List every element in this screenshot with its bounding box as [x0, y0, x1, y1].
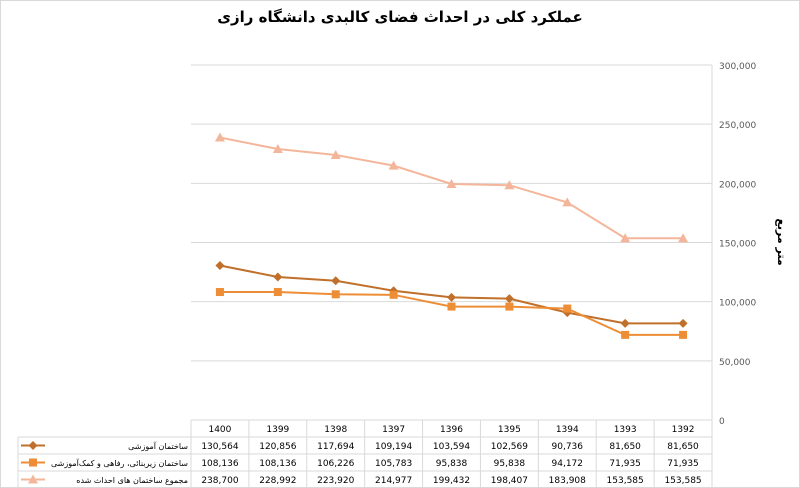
data-label: 81,650 — [667, 442, 699, 452]
x-tick-label: 1392 — [672, 425, 695, 435]
legend-label: ساختمان آموزشی — [128, 441, 188, 451]
data-label: 130,564 — [201, 442, 238, 452]
x-tick-label: 1395 — [498, 425, 521, 435]
data-label: 108,136 — [259, 459, 296, 469]
data-point — [272, 144, 283, 154]
data-label: 238,700 — [201, 476, 238, 486]
x-tick-label: 1393 — [614, 425, 637, 435]
y-tick-label: 300,000 — [719, 62, 756, 72]
data-label: 81,650 — [609, 442, 641, 452]
data-label: 103,594 — [433, 442, 470, 452]
x-tick-label: 1394 — [556, 425, 579, 435]
series-2 — [215, 288, 688, 339]
y-axis-title: متر مربع — [775, 218, 788, 265]
data-label: 153,585 — [607, 476, 644, 486]
legend-marker — [28, 474, 38, 484]
data-point — [678, 318, 688, 328]
data-point — [388, 160, 399, 170]
data-label: 120,856 — [259, 442, 296, 452]
y-tick-label: 200,000 — [719, 180, 756, 190]
data-point — [678, 233, 689, 243]
legend-marker — [29, 458, 37, 467]
data-point — [504, 294, 514, 304]
y-tick-label: 0 — [719, 417, 725, 427]
data-point — [620, 233, 631, 243]
data-label: 199,432 — [433, 476, 470, 486]
data-label: 228,992 — [259, 476, 296, 486]
data-label: 109,194 — [375, 442, 412, 452]
legend-marker — [28, 441, 38, 450]
data-point — [389, 290, 398, 299]
data-label: 117,694 — [317, 442, 354, 452]
data-point — [505, 302, 514, 311]
data-label: 71,935 — [609, 459, 641, 469]
data-label: 106,226 — [317, 459, 354, 469]
data-point — [331, 276, 341, 286]
data-point — [330, 150, 341, 160]
data-label: 108,136 — [201, 459, 238, 469]
data-label: 105,783 — [375, 459, 412, 469]
data-point — [621, 330, 630, 339]
data-label: 90,736 — [552, 442, 584, 452]
y-tick-label: 150,000 — [719, 240, 756, 250]
data-point — [679, 330, 688, 339]
data-point — [273, 272, 283, 282]
legend-label: ساختمان زیربنائی، رفاهی و کمک‌آموزشی — [51, 458, 188, 468]
x-tick-label: 1398 — [324, 425, 347, 435]
data-point — [446, 179, 457, 189]
y-tick-label: 250,000 — [719, 121, 756, 131]
data-point — [214, 132, 225, 142]
data-label: 102,569 — [491, 442, 528, 452]
series-1 — [215, 260, 688, 328]
x-tick-label: 1399 — [266, 425, 289, 435]
x-tick-label: 1400 — [208, 425, 231, 435]
y-tick-label: 50,000 — [719, 358, 751, 368]
data-label: 214,977 — [375, 476, 412, 486]
data-point — [562, 197, 573, 207]
data-point — [447, 292, 456, 302]
data-label: 223,920 — [317, 476, 354, 486]
chart-title: عملکرد کلی در احداث فضای کالبدی دانشگاه … — [217, 8, 583, 26]
series-3 — [214, 132, 689, 243]
legend-label: مجموع ساختمان های احداث شده — [76, 476, 188, 485]
data-point — [215, 288, 224, 297]
data-label: 183,908 — [549, 476, 586, 486]
data-point — [331, 290, 340, 299]
data-point — [273, 288, 282, 297]
data-label: 153,585 — [664, 476, 701, 486]
data-point — [563, 304, 572, 313]
data-label: 94,172 — [552, 459, 584, 469]
x-tick-label: 1397 — [382, 425, 405, 435]
data-point — [504, 180, 515, 190]
data-label: 198,407 — [491, 476, 528, 486]
x-tick-label: 1396 — [440, 425, 463, 435]
data-point — [447, 302, 456, 311]
data-point — [620, 318, 630, 328]
data-label: 95,838 — [436, 459, 468, 469]
data-label: 71,935 — [667, 459, 699, 469]
data-point — [215, 260, 225, 270]
y-tick-label: 100,000 — [719, 299, 756, 309]
data-label: 95,838 — [494, 459, 526, 469]
